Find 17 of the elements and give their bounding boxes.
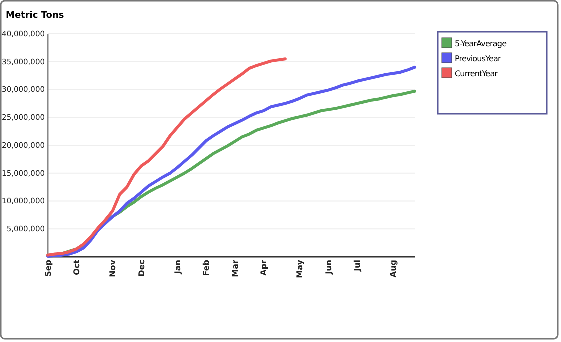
x-tick-label: Jan (173, 260, 182, 276)
legend-label: CurrentYear (455, 70, 499, 78)
x-tick-label: Mar (230, 260, 240, 278)
line-series (46, 58, 287, 257)
y-axis-title: Metric Tons (6, 11, 64, 21)
x-tick-label: Feb (202, 260, 212, 276)
x-tick-label: Jul (353, 260, 362, 272)
legend-label: 5-YearAverage (455, 40, 508, 48)
x-tick-label: Aug (389, 260, 398, 278)
x-tick-label: Sep (44, 260, 53, 277)
legend-label: PreviousYear (455, 54, 502, 64)
x-tick-label: May (296, 259, 305, 278)
x-tick-label: Oct (72, 260, 82, 276)
x-tick-label: Dec (137, 260, 146, 277)
x-tick-label: Jun (324, 260, 334, 276)
x-tick-label: Nov (108, 259, 118, 278)
x-tick-label: Apr (260, 260, 269, 276)
